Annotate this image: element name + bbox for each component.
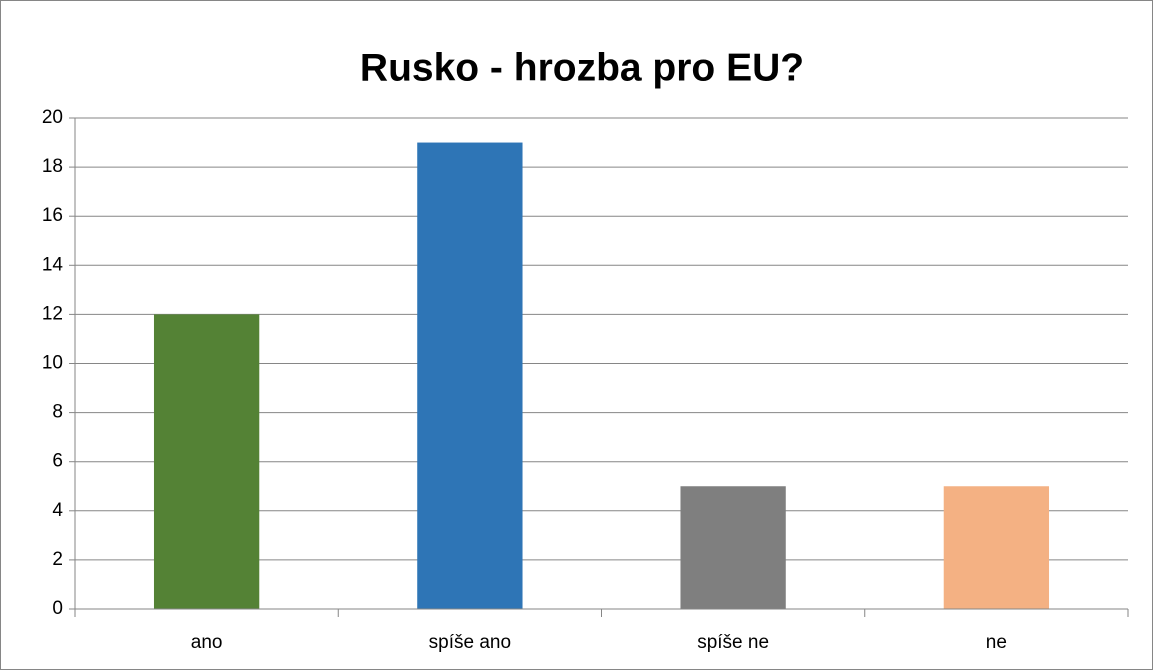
bar (943, 486, 1050, 609)
y-tick-label: 14 (42, 254, 64, 275)
bar (153, 314, 260, 609)
y-tick-label: 20 (42, 107, 63, 128)
x-tick-label: ne (986, 632, 1007, 653)
y-tick-label: 12 (42, 303, 63, 324)
y-tick-label: 4 (52, 500, 63, 521)
y-tick-label: 18 (42, 156, 63, 177)
x-tick-label: spíše ne (697, 632, 769, 653)
x-tick-label: ano (191, 632, 223, 653)
y-tick-label: 16 (42, 205, 63, 226)
y-tick-label: 0 (52, 598, 63, 619)
y-tick-label: 2 (52, 549, 63, 570)
y-tick-label: 10 (42, 353, 63, 374)
chart-title: Rusko - hrozba pro EU? (360, 46, 804, 89)
y-tick-label: 6 (52, 451, 63, 472)
x-tick-label: spíše ano (429, 632, 511, 653)
bar (417, 142, 523, 610)
bar (680, 486, 786, 609)
y-tick-label: 8 (52, 402, 63, 423)
